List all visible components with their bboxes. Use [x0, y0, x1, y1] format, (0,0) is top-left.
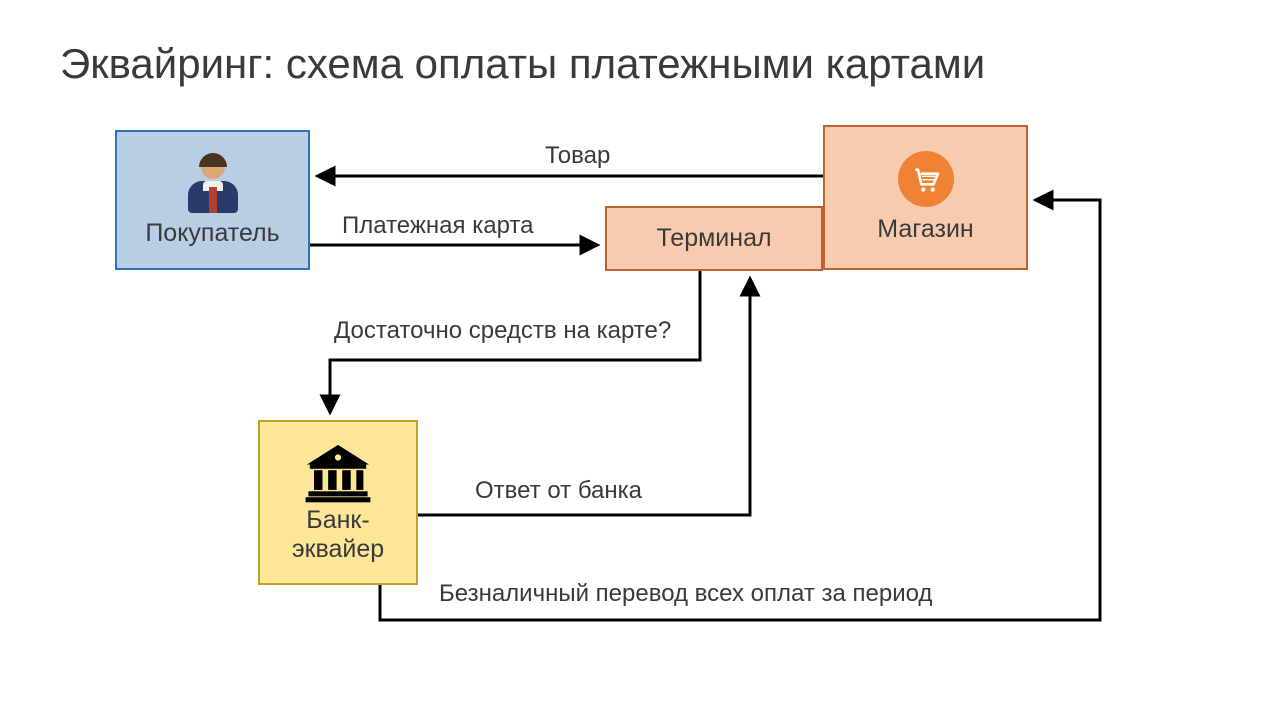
edge-label-response: Ответ от банка [475, 477, 642, 505]
node-terminal: Терминал [605, 206, 823, 271]
edge-label-card: Платежная карта [342, 212, 533, 240]
node-buyer-label: Покупатель [145, 219, 279, 248]
edge-label-transfer: Безналичный перевод всех оплат за период [439, 580, 932, 608]
bank-icon [303, 442, 373, 504]
edges-layer [0, 0, 1280, 720]
node-shop-label: Магазин [877, 215, 973, 244]
edge-label-goods: Товар [545, 142, 610, 170]
node-terminal-label: Терминал [656, 224, 771, 253]
page-title: Эквайринг: схема оплаты платежными карта… [60, 40, 985, 88]
node-shop: Магазин [823, 125, 1028, 270]
node-bank: Банк- эквайер [258, 420, 418, 585]
diagram-canvas: Эквайринг: схема оплаты платежными карта… [0, 0, 1280, 720]
edge-label-enough: Достаточно средств на карте? [334, 317, 671, 345]
person-icon [183, 153, 243, 213]
node-buyer: Покупатель [115, 130, 310, 270]
cart-icon [898, 151, 954, 207]
node-bank-label: Банк- эквайер [292, 506, 384, 564]
